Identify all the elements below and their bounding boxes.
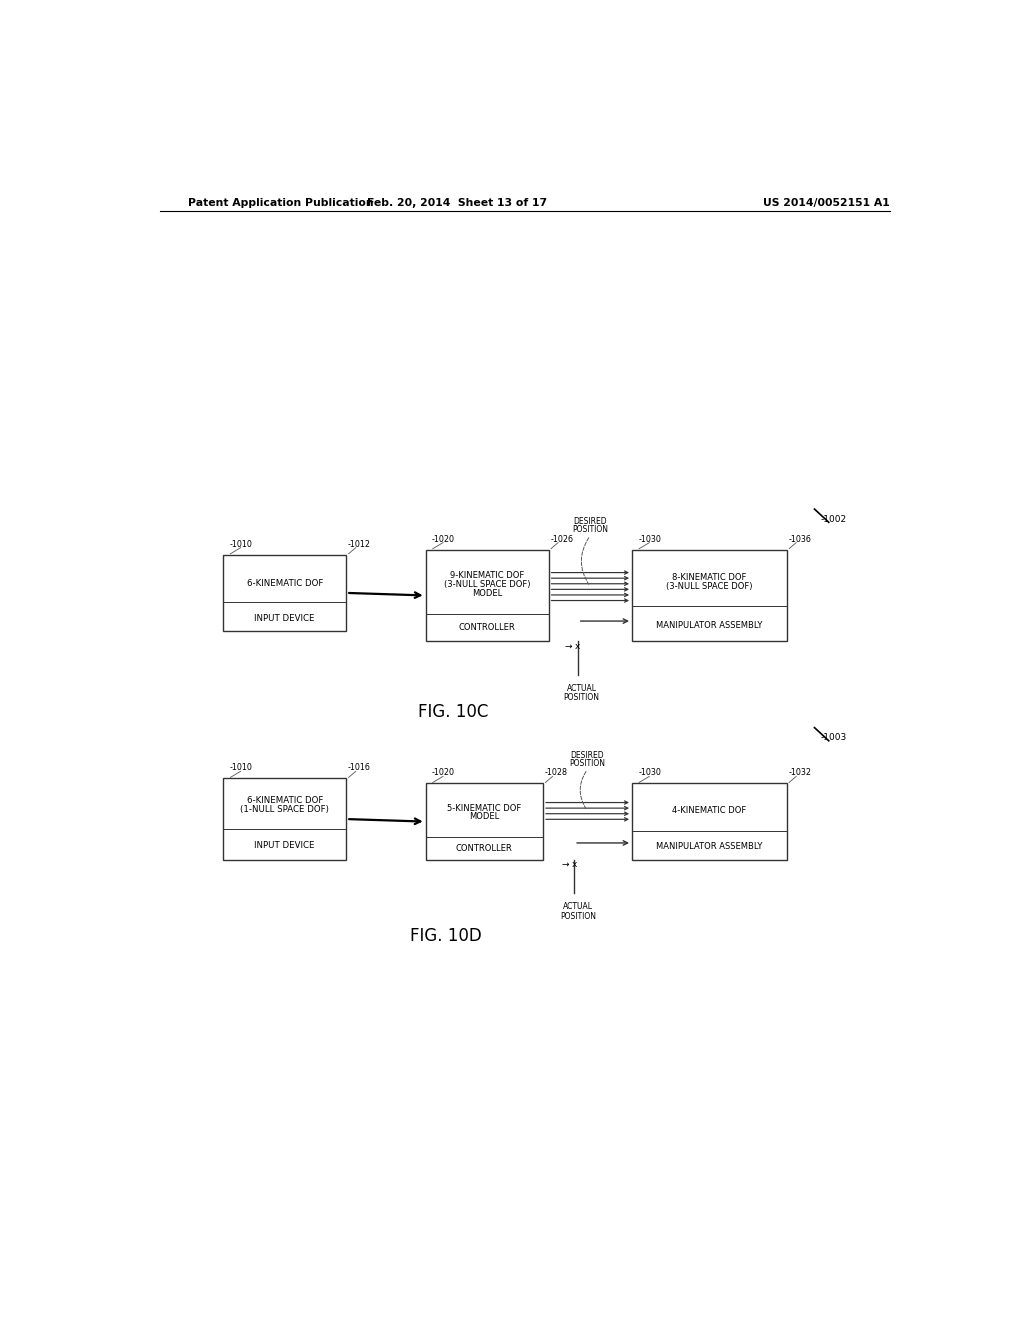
Text: -1032: -1032 bbox=[788, 768, 811, 777]
Text: MODEL: MODEL bbox=[472, 589, 502, 598]
Text: -1016: -1016 bbox=[348, 763, 371, 772]
Text: DESIRED: DESIRED bbox=[573, 517, 607, 527]
FancyBboxPatch shape bbox=[426, 784, 543, 859]
Text: ACTUAL: ACTUAL bbox=[566, 684, 597, 693]
Text: MANIPULATOR ASSEMBLY: MANIPULATOR ASSEMBLY bbox=[656, 842, 763, 851]
Text: POSITION: POSITION bbox=[564, 693, 600, 702]
Text: $\rightarrow$x: $\rightarrow$x bbox=[563, 642, 582, 651]
Text: FIG. 10D: FIG. 10D bbox=[410, 927, 481, 945]
Text: -1020: -1020 bbox=[432, 768, 455, 777]
Text: DESIRED: DESIRED bbox=[570, 751, 604, 760]
Text: POSITION: POSITION bbox=[560, 912, 596, 920]
Text: 4-KINEMATIC DOF: 4-KINEMATIC DOF bbox=[672, 805, 746, 814]
Text: $\rightarrow$x: $\rightarrow$x bbox=[560, 861, 578, 870]
Text: Patent Application Publication: Patent Application Publication bbox=[187, 198, 373, 209]
Text: INPUT DEVICE: INPUT DEVICE bbox=[255, 614, 315, 623]
Text: 6-KINEMATIC DOF: 6-KINEMATIC DOF bbox=[247, 796, 323, 805]
Text: MODEL: MODEL bbox=[469, 812, 500, 821]
Text: MANIPULATOR ASSEMBLY: MANIPULATOR ASSEMBLY bbox=[656, 622, 763, 630]
Text: ACTUAL: ACTUAL bbox=[563, 903, 593, 911]
FancyBboxPatch shape bbox=[223, 779, 346, 859]
Text: US 2014/0052151 A1: US 2014/0052151 A1 bbox=[763, 198, 890, 209]
Text: FIG. 10C: FIG. 10C bbox=[418, 704, 488, 721]
Text: (1-NULL SPACE DOF): (1-NULL SPACE DOF) bbox=[241, 805, 329, 814]
Text: (3-NULL SPACE DOF): (3-NULL SPACE DOF) bbox=[443, 579, 530, 589]
Text: -1030: -1030 bbox=[638, 768, 662, 777]
Text: POSITION: POSITION bbox=[569, 759, 605, 768]
Text: -1010: -1010 bbox=[229, 763, 253, 772]
Text: -1010: -1010 bbox=[229, 540, 253, 549]
FancyBboxPatch shape bbox=[632, 784, 786, 859]
Text: CONTROLLER: CONTROLLER bbox=[456, 843, 513, 853]
FancyBboxPatch shape bbox=[632, 549, 786, 642]
Text: -1020: -1020 bbox=[432, 535, 455, 544]
Text: POSITION: POSITION bbox=[572, 525, 608, 535]
Text: INPUT DEVICE: INPUT DEVICE bbox=[255, 841, 315, 850]
Text: -1002: -1002 bbox=[821, 515, 847, 524]
Text: -1012: -1012 bbox=[348, 540, 371, 549]
Text: CONTROLLER: CONTROLLER bbox=[459, 623, 515, 632]
Text: -1028: -1028 bbox=[545, 768, 567, 777]
Text: 9-KINEMATIC DOF: 9-KINEMATIC DOF bbox=[450, 570, 524, 579]
FancyBboxPatch shape bbox=[426, 549, 549, 642]
Text: (3-NULL SPACE DOF): (3-NULL SPACE DOF) bbox=[666, 582, 753, 591]
Text: 8-KINEMATIC DOF: 8-KINEMATIC DOF bbox=[672, 573, 746, 582]
Text: 5-KINEMATIC DOF: 5-KINEMATIC DOF bbox=[447, 804, 521, 813]
Text: -1030: -1030 bbox=[638, 535, 662, 544]
Text: -1036: -1036 bbox=[788, 535, 811, 544]
Text: Feb. 20, 2014  Sheet 13 of 17: Feb. 20, 2014 Sheet 13 of 17 bbox=[368, 198, 548, 209]
FancyBboxPatch shape bbox=[223, 554, 346, 631]
Text: -1003: -1003 bbox=[821, 733, 847, 742]
Text: 6-KINEMATIC DOF: 6-KINEMATIC DOF bbox=[247, 578, 323, 587]
Text: -1026: -1026 bbox=[550, 535, 573, 544]
